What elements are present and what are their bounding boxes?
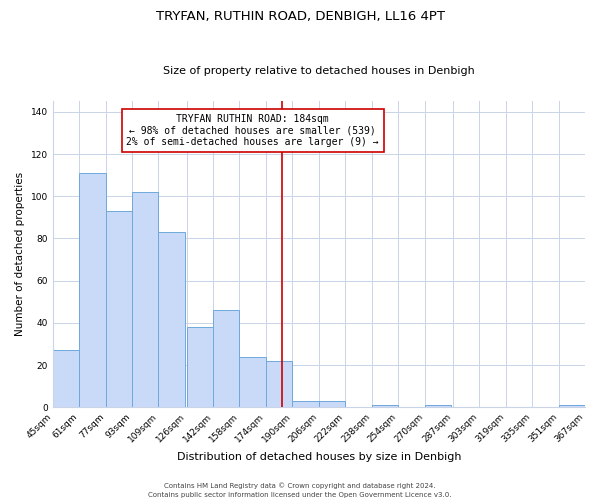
Bar (425, 405, 451, 407)
Y-axis label: Number of detached properties: Number of detached properties (15, 172, 25, 336)
Bar (372, 405, 398, 407)
Bar (319, 401, 345, 407)
Bar (187, 327, 213, 407)
Bar (559, 405, 585, 407)
Bar (106, 211, 132, 407)
Text: Contains public sector information licensed under the Open Government Licence v3: Contains public sector information licen… (148, 492, 452, 498)
Bar (266, 361, 292, 407)
Bar (158, 232, 185, 407)
Bar (132, 192, 158, 407)
Text: TRYFAN, RUTHIN ROAD, DENBIGH, LL16 4PT: TRYFAN, RUTHIN ROAD, DENBIGH, LL16 4PT (155, 10, 445, 23)
Text: Contains HM Land Registry data © Crown copyright and database right 2024.: Contains HM Land Registry data © Crown c… (164, 482, 436, 489)
Bar (239, 356, 266, 407)
Bar (53, 350, 79, 407)
Title: Size of property relative to detached houses in Denbigh: Size of property relative to detached ho… (163, 66, 475, 76)
Bar (292, 401, 319, 407)
Text: TRYFAN RUTHIN ROAD: 184sqm
← 98% of detached houses are smaller (539)
2% of semi: TRYFAN RUTHIN ROAD: 184sqm ← 98% of deta… (127, 114, 379, 147)
Bar (213, 310, 239, 407)
Bar (79, 173, 106, 407)
X-axis label: Distribution of detached houses by size in Denbigh: Distribution of detached houses by size … (176, 452, 461, 462)
